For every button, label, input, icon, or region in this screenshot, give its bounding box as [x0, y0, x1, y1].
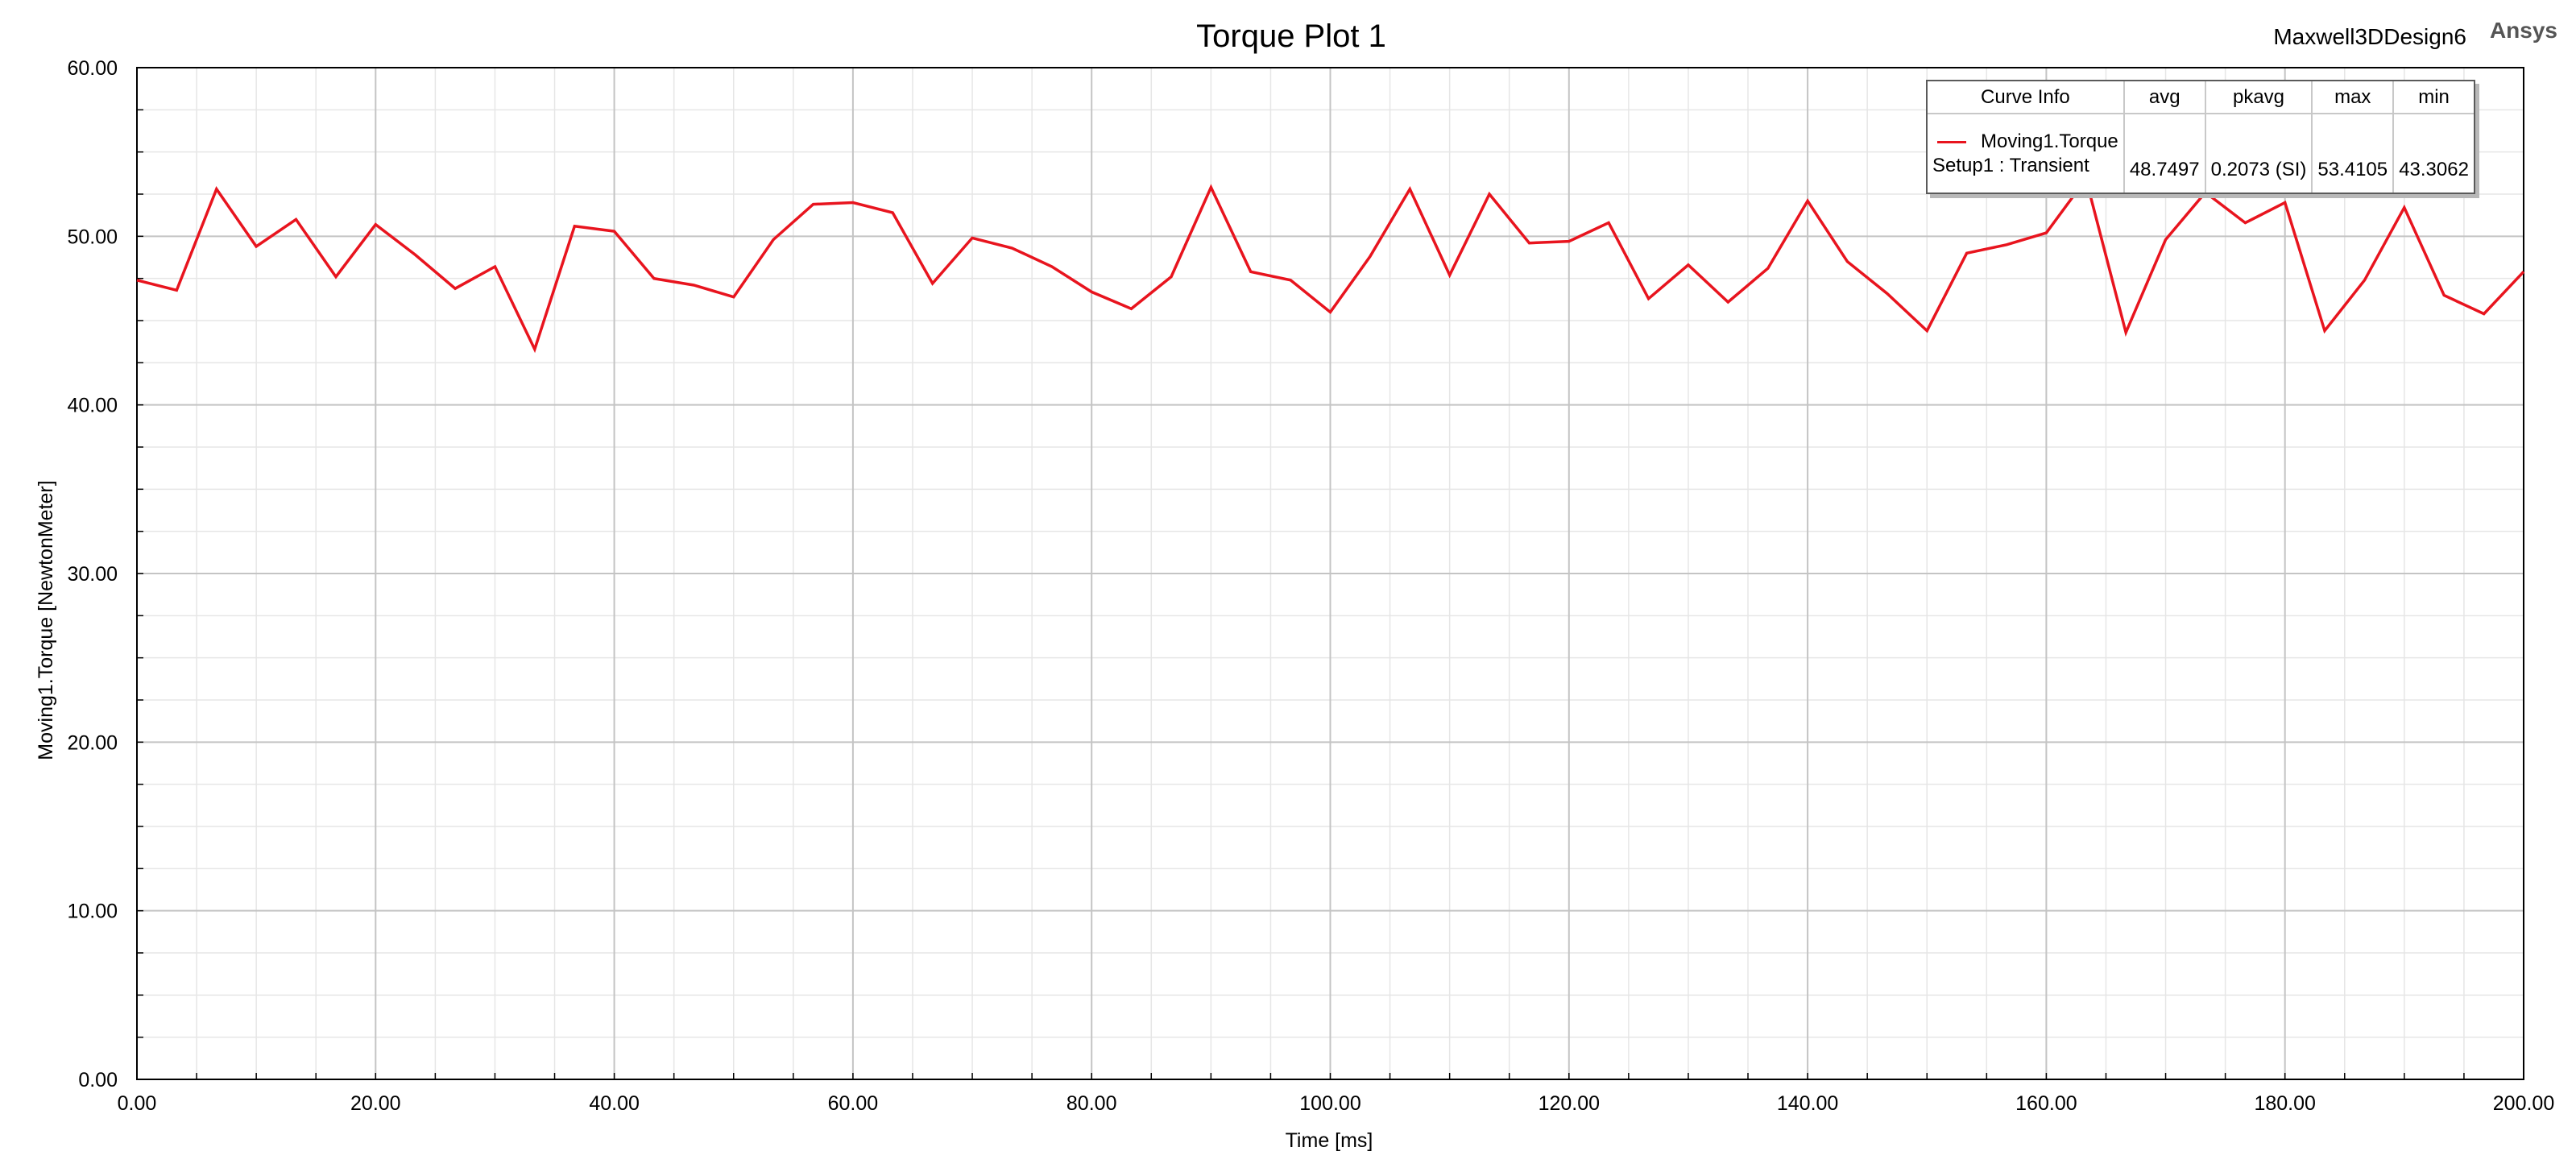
x-tick-label: 160.00: [2015, 1092, 2077, 1115]
legend-header-min: min: [2418, 85, 2450, 108]
x-tick-label: 200.00: [2493, 1092, 2554, 1115]
y-axis: 0.00 10.00 20.00 30.00 40.00 50.00 60.00: [67, 57, 143, 1091]
legend-header-curve-info: Curve Info: [1928, 81, 2125, 114]
legend-max-value: 53.4105: [2312, 114, 2395, 193]
x-tick-label: 40.00: [589, 1092, 640, 1115]
x-axis: 0.00 20.00 40.00 60.00 80.00 100.00 120.00 140.…: [118, 1073, 2554, 1115]
legend-avg-value: 48.7497: [2123, 114, 2206, 193]
x-axis-label: Time [ms]: [1286, 1129, 1373, 1152]
legend-min-value: 43.3062: [2399, 159, 2469, 180]
curve-info-table: Curve Info avg pkavg max min Moving1.Tor…: [1928, 81, 2474, 193]
design-name: Maxwell3DDesign6: [2273, 24, 2466, 49]
y-tick-label: 20.00: [67, 731, 118, 754]
legend-line-swatch: [1937, 140, 1966, 143]
legend-header-row: Curve Info avg pkavg max min: [1928, 81, 2474, 114]
legend-curve-cell: Moving1.Torque Setup1 : Transient: [1928, 114, 2125, 193]
y-tick-label: 10.00: [67, 901, 118, 923]
legend-header-avg: avg: [2123, 81, 2206, 114]
legend-header-max: max: [2312, 81, 2395, 114]
x-tick-label: 0.00: [118, 1092, 157, 1115]
x-tick-label: 20.00: [350, 1092, 401, 1115]
x-tick-label: 180.00: [2254, 1092, 2315, 1115]
x-tick-label: 80.00: [1066, 1092, 1117, 1115]
x-tick-label: 140.00: [1777, 1092, 1838, 1115]
legend-curve-row[interactable]: Moving1.Torque Setup1 : Transient 48.749…: [1928, 114, 2474, 193]
y-tick-label: 60.00: [67, 57, 118, 80]
y-tick-label: 40.00: [67, 395, 118, 417]
x-tick-label: 100.00: [1299, 1092, 1360, 1115]
x-tick-label: 60.00: [828, 1092, 879, 1115]
legend-curve-name: Moving1.Torque: [1981, 130, 2118, 152]
ansys-brand-logo: Ansys: [2490, 18, 2557, 43]
legend-header-pkavg: pkavg: [2205, 81, 2313, 114]
y-tick-label: 0.00: [78, 1069, 118, 1091]
legend-pkavg-value: 0.2073 (SI): [2205, 114, 2313, 193]
y-tick-label: 50.00: [67, 226, 118, 248]
legend-setup-name: Setup1 : Transient: [1932, 154, 2089, 176]
series-layer: [136, 176, 2525, 354]
series-line-moving1-torque: [136, 176, 2525, 354]
y-tick-label: 30.00: [67, 563, 118, 586]
y-axis-label: Moving1.Torque [NewtonMeter]: [35, 480, 57, 760]
x-tick-label: 120.00: [1539, 1092, 1600, 1115]
chart-title: Torque Plot 1: [1196, 19, 1386, 54]
curve-info-legend[interactable]: Curve Info avg pkavg max min Moving1.Tor…: [1926, 80, 2475, 194]
